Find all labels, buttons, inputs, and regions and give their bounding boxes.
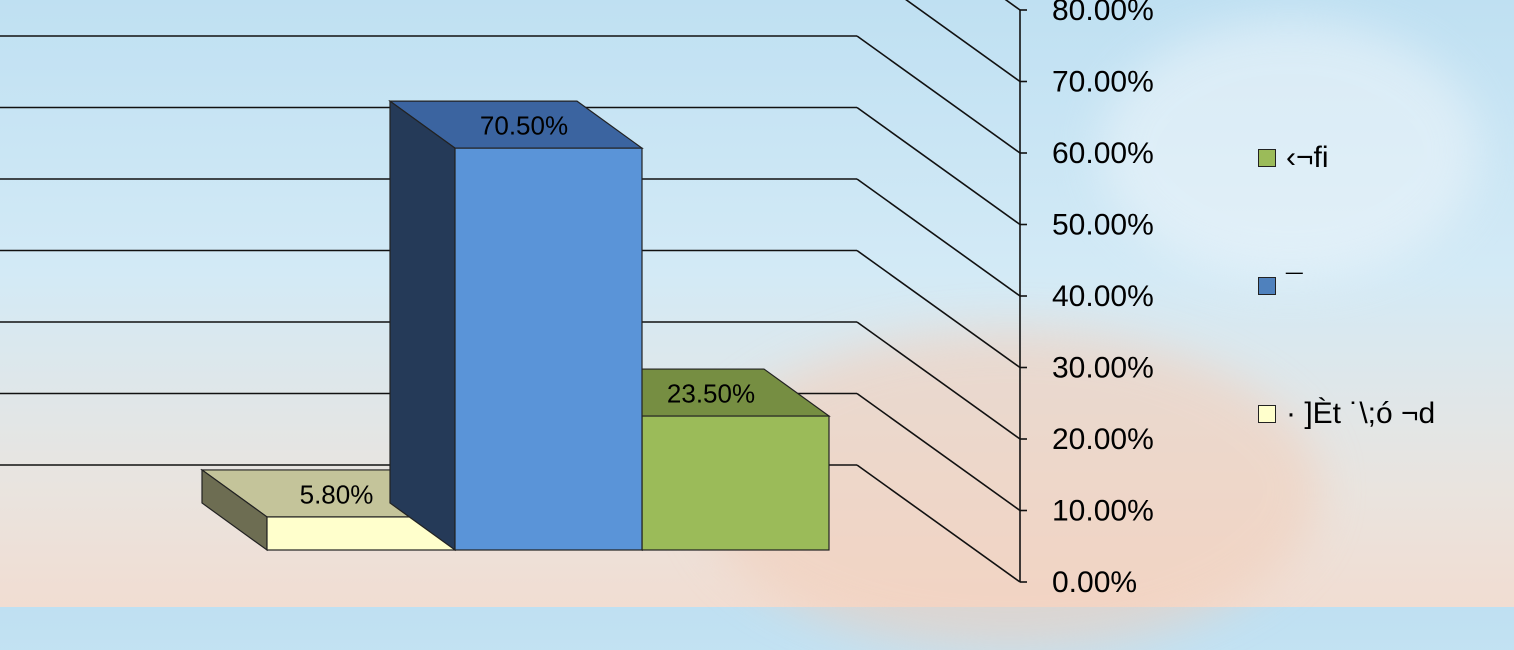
data-labels: 5.80% 70.50% 23.50% [300,111,755,510]
y-tick-label: 20.00% [1052,423,1154,456]
gridline-depth [856,464,1021,583]
gridline-depth [1004,0,1021,11]
gridline-depth [905,0,1021,83]
y-tick-label: 40.00% [1052,280,1154,313]
data-label: 5.80% [300,479,374,509]
y-tick-label: 60.00% [1052,137,1154,170]
gridline-depth [856,392,1021,512]
bar [388,99,644,552]
y-tick-label: 80.00% [1052,0,1154,27]
data-label: 70.50% [480,111,568,141]
legend-item: ‹¬fi [1258,141,1329,175]
gridline-depth [856,321,1021,440]
legend-swatch [1258,149,1276,167]
bar-side-face [389,99,456,552]
y-tick-label: 50.00% [1052,209,1154,242]
y-tick-label: 70.00% [1052,66,1154,99]
legend-swatch [1258,277,1276,295]
background-cloud [1100,20,1480,280]
data-label: 23.50% [667,379,755,409]
legend-label: ¯ [1286,269,1303,302]
y-tick-label: 10.00% [1052,495,1154,528]
value-axis: 0.00% 10.00% 20.00% 30.00% 40.00% 50.00% 60.00… [1019,0,1154,599]
legend-item: · ]Èt ˙\;ó ¬d [1258,397,1435,431]
y-tick-label: 0.00% [1052,566,1137,599]
gridline-depth [856,35,1021,154]
legend-label: ‹¬fi [1286,141,1329,174]
legend-label: · ]Èt ˙\;ó ¬d [1286,397,1436,430]
gridline-depth [856,249,1021,369]
gridline-depth [856,106,1021,226]
bar-front-face [454,147,643,551]
bar-front-face [641,415,830,551]
y-tick-label: 30.00% [1052,352,1154,385]
legend-item: ¯ [1258,269,1303,303]
bars [200,99,831,552]
gridline-depth [856,178,1021,297]
legend-swatch [1258,405,1276,423]
bar-chart-3d: 0.00% 10.00% 20.00% 30.00% 40.00% 50.00% 60.00… [0,0,1154,599]
